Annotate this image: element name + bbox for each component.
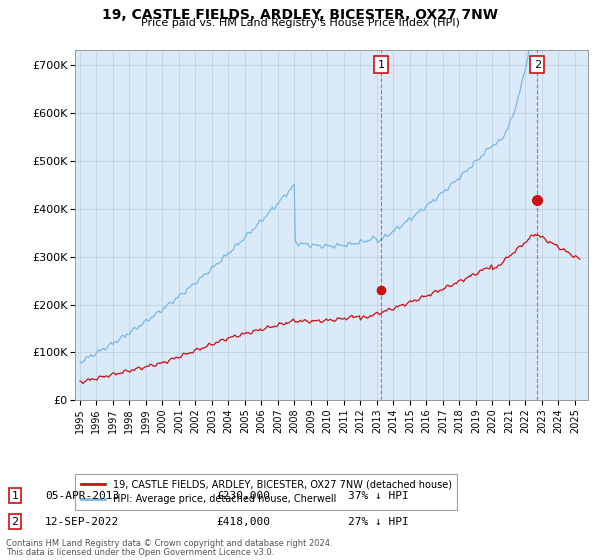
Text: 05-APR-2013: 05-APR-2013 bbox=[45, 491, 119, 501]
Text: Price paid vs. HM Land Registry's House Price Index (HPI): Price paid vs. HM Land Registry's House … bbox=[140, 18, 460, 28]
Text: 12-SEP-2022: 12-SEP-2022 bbox=[45, 517, 119, 527]
Text: 2: 2 bbox=[11, 517, 19, 527]
Legend: 19, CASTLE FIELDS, ARDLEY, BICESTER, OX27 7NW (detached house), HPI: Average pri: 19, CASTLE FIELDS, ARDLEY, BICESTER, OX2… bbox=[75, 474, 457, 510]
Text: 1: 1 bbox=[378, 60, 385, 70]
Text: 37% ↓ HPI: 37% ↓ HPI bbox=[348, 491, 409, 501]
Text: This data is licensed under the Open Government Licence v3.0.: This data is licensed under the Open Gov… bbox=[6, 548, 274, 557]
Text: £230,000: £230,000 bbox=[216, 491, 270, 501]
Text: 1: 1 bbox=[11, 491, 19, 501]
Text: 27% ↓ HPI: 27% ↓ HPI bbox=[348, 517, 409, 527]
Text: 19, CASTLE FIELDS, ARDLEY, BICESTER, OX27 7NW: 19, CASTLE FIELDS, ARDLEY, BICESTER, OX2… bbox=[102, 8, 498, 22]
Text: Contains HM Land Registry data © Crown copyright and database right 2024.: Contains HM Land Registry data © Crown c… bbox=[6, 539, 332, 548]
Text: £418,000: £418,000 bbox=[216, 517, 270, 527]
Text: 2: 2 bbox=[533, 60, 541, 70]
